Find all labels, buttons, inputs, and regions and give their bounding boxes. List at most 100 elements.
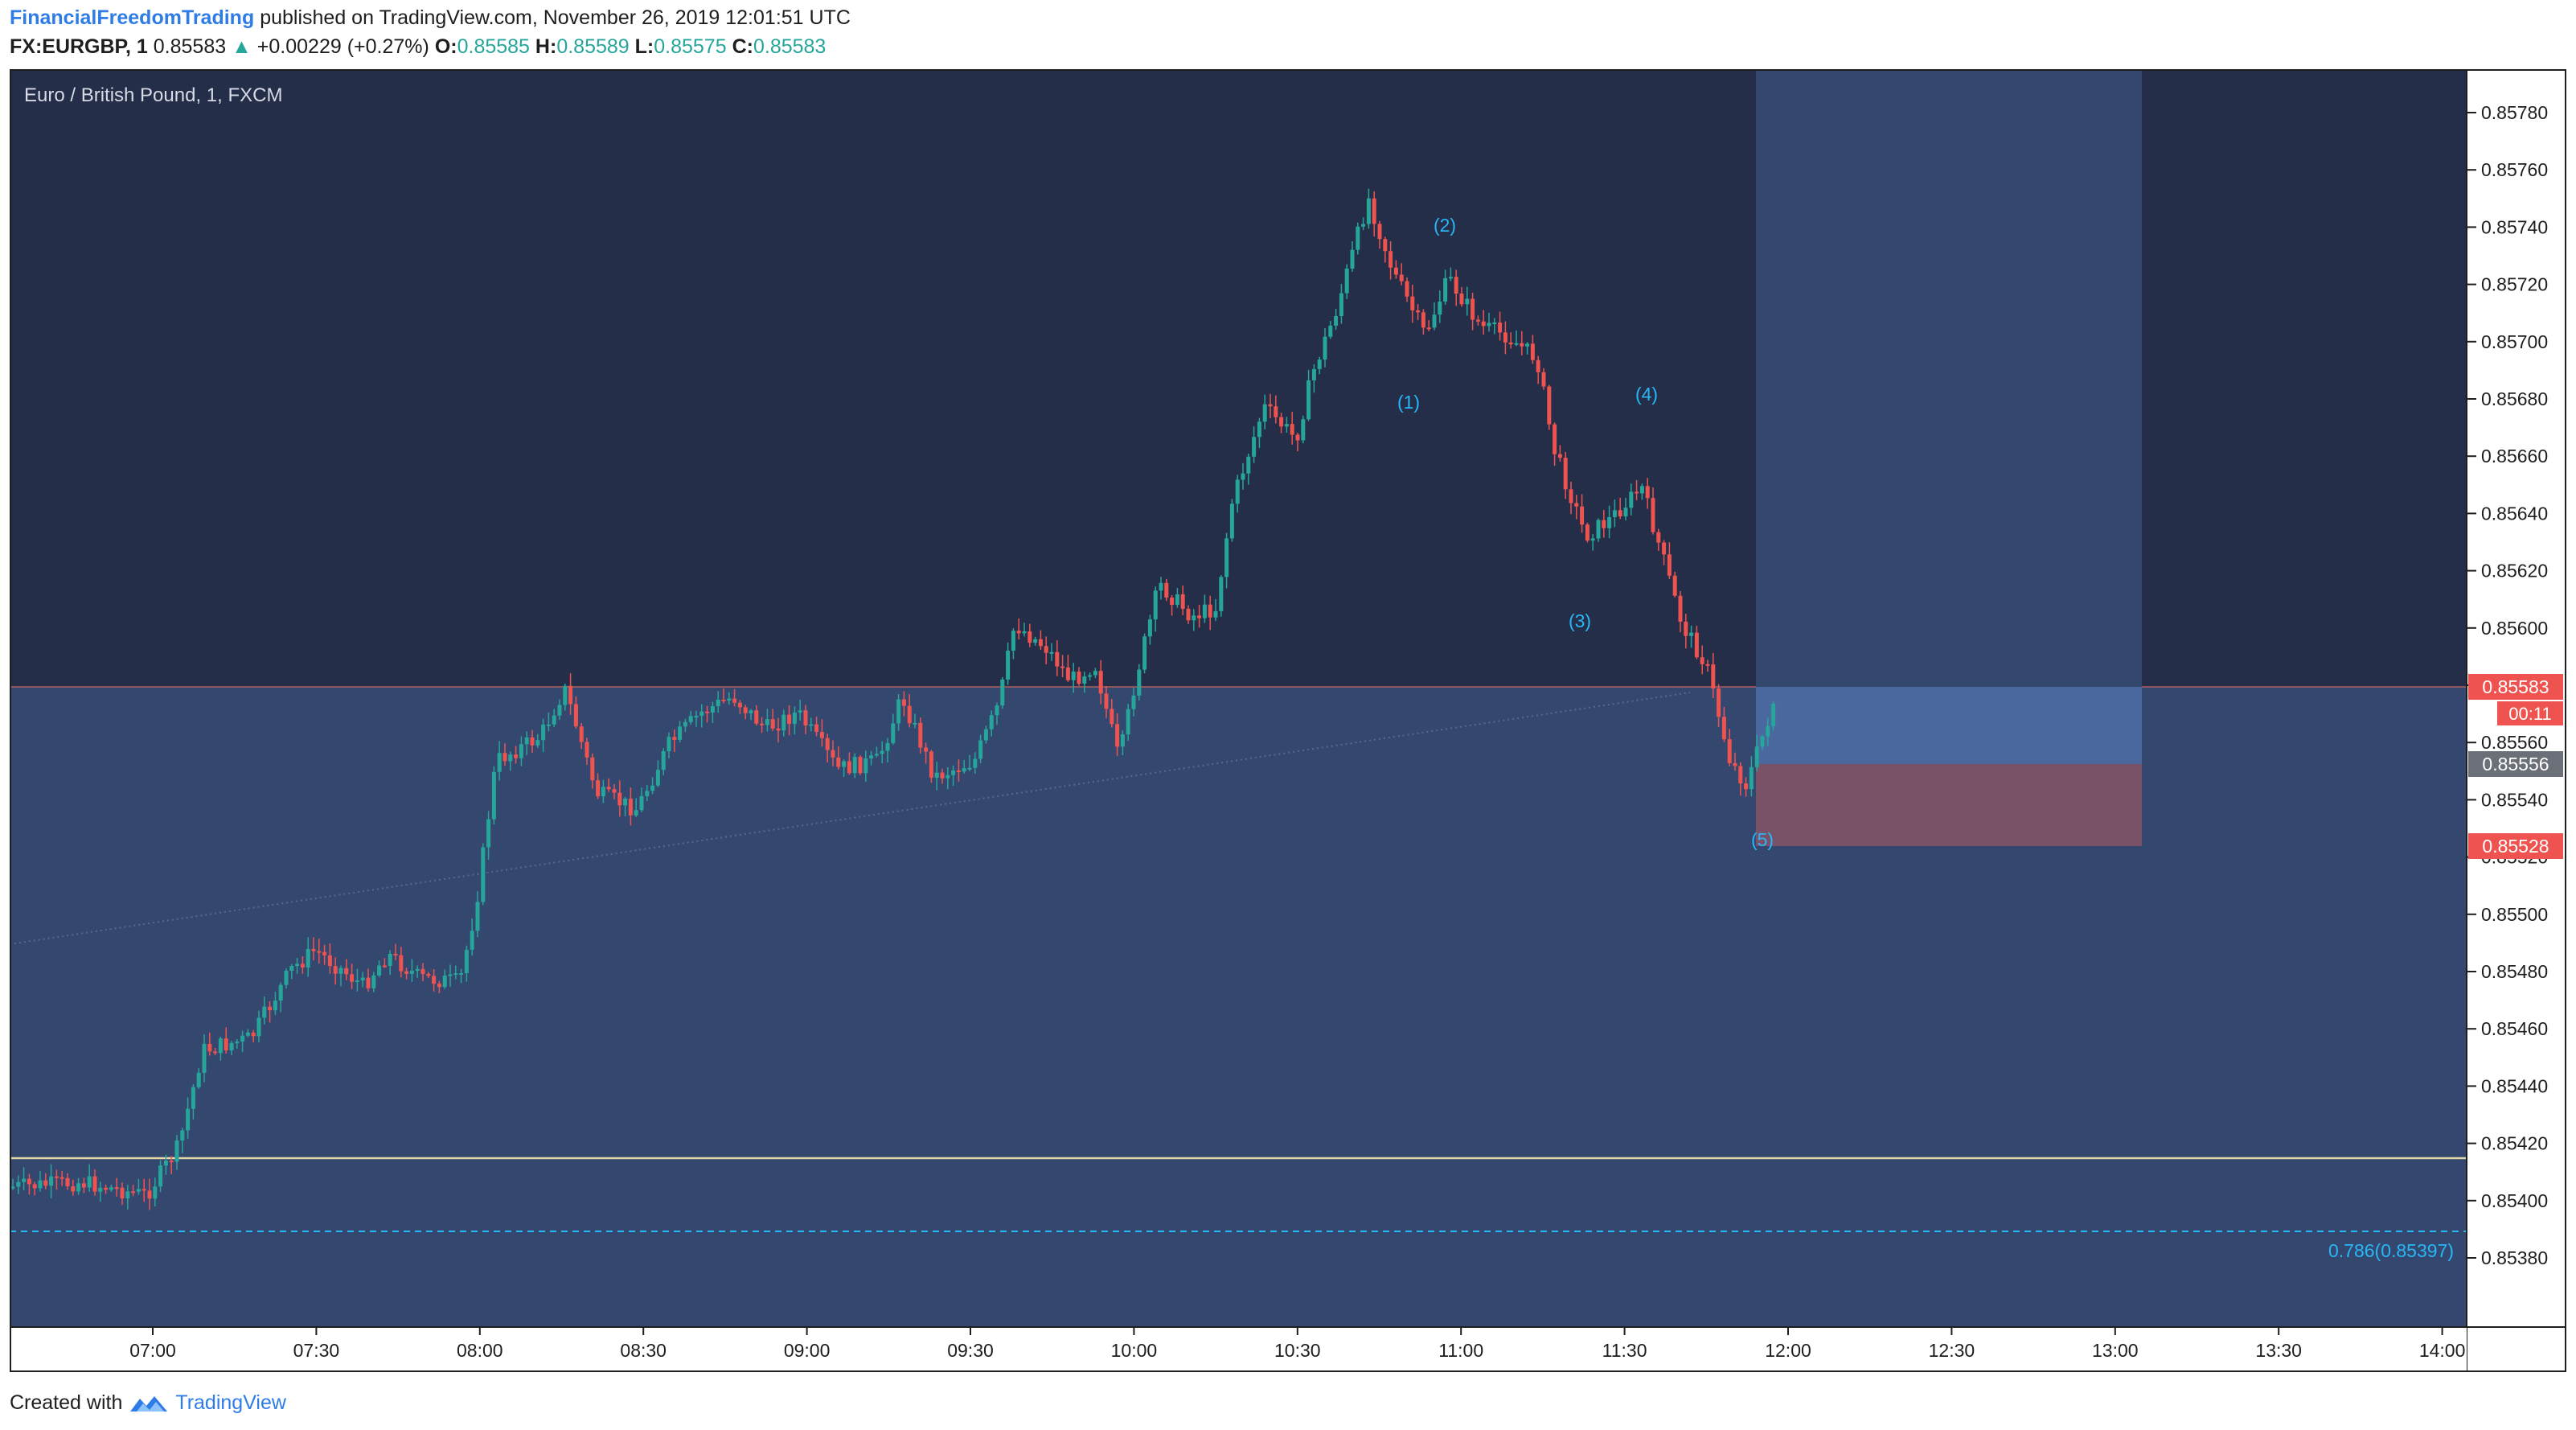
price-tick-label: 0.85640 [2481,503,2548,524]
candle-body [1229,503,1234,539]
candle-body [552,715,556,725]
candle-body [147,1190,152,1199]
candle-body [836,757,841,767]
candle-body [268,1006,273,1011]
candle-body [333,966,338,974]
candle-body [1393,267,1398,275]
time-tick-label: 12:00 [1765,1340,1811,1361]
candle-body [1208,604,1212,618]
candle-body [1727,739,1732,763]
candle-body [409,970,414,974]
candle-body [546,724,551,726]
candle-body [524,737,529,745]
chart-border [10,69,2566,1372]
time-tick-label: 12:30 [1929,1340,1975,1361]
candle-body [104,1187,109,1190]
candle-body [803,710,808,725]
tradingview-link[interactable]: TradingView [175,1391,286,1414]
candle-body [617,792,622,806]
chart-area[interactable]: 0.786(0.85397) Euro / British Pound, 1, … [10,69,2566,1372]
candle-body [743,707,748,713]
candle-body [420,968,425,974]
candle-body [1514,343,1519,345]
candle-body [1623,507,1628,517]
candle-body [1082,676,1087,684]
candle-body [1656,532,1661,543]
time-tick-label: 09:00 [784,1340,831,1361]
candle-body [306,948,310,968]
candle-body [956,770,961,772]
candle-body [1274,406,1278,417]
candle-body [1071,671,1076,680]
candle-body [295,964,300,967]
candle-body [1350,249,1355,269]
candle-body [1635,491,1639,494]
close-value: 0.85583 [753,35,827,58]
candle-body [1503,332,1507,343]
candle-body [1016,631,1021,634]
price-tick-label: 0.85480 [2481,961,2548,982]
candle-body [590,757,595,781]
candle-body [1175,594,1179,605]
candle-body [76,1183,81,1192]
time-tick-label: 07:30 [293,1340,340,1361]
candle-body [978,740,983,759]
candle-body [109,1187,113,1190]
candle-body [683,721,687,727]
symbol-name: FX:EURGBP, 1 [10,35,148,58]
price-tick-label: 0.85560 [2481,732,2548,753]
candle-body [415,968,420,971]
candle-body [1339,293,1343,316]
time-axis[interactable] [10,1327,2467,1372]
candle-body [585,742,589,758]
candle-body [940,772,945,779]
candle-body [1426,327,1431,330]
candle-body [322,951,327,955]
candle-body [891,723,896,743]
candle-body [623,798,628,806]
candle-body [573,704,578,727]
candle-body [327,955,332,967]
candle-body [934,772,939,778]
candle-body [377,965,382,976]
candle-body [1651,498,1655,532]
price-tick-label: 0.85700 [2481,331,2548,352]
candle-body [814,724,819,733]
countdown-badge-text: 00:11 [2508,704,2551,724]
candle-body [1224,538,1229,577]
candle-body [612,789,617,793]
candle-body [1262,404,1267,422]
candle-body [1065,667,1070,680]
candle-body [481,847,486,902]
candle-body [251,1032,256,1037]
candle-body [705,711,710,713]
candle-body [1088,675,1093,677]
candle-body [1596,520,1601,539]
price-tick-label: 0.85660 [2481,446,2548,466]
candle-body [1421,312,1425,328]
candle-body [634,810,638,816]
candle-body [1186,608,1191,621]
candle-body [1438,301,1442,315]
candle-body [688,716,693,722]
candle-body [1574,503,1579,507]
time-ticks: 07:00 07:30 08:00 08:30 09:00 09:30 10:00 10:30… [129,1327,2465,1361]
candle-body [825,738,830,750]
candle-body [1607,516,1612,528]
candle-body [262,1006,267,1018]
candle-body [207,1043,212,1052]
entry-badge [2468,751,2563,777]
author-link[interactable]: FinancialFreedomTrading [10,6,255,29]
candle-body [1492,323,1497,325]
candle-body [1093,671,1097,676]
high-value: 0.85589 [556,35,630,58]
time-tick-label: 08:00 [457,1340,503,1361]
candle-body [1147,619,1152,637]
candle-body [819,732,824,738]
candle-body [459,972,464,975]
candle-body [918,722,923,748]
candle-body [1104,693,1109,709]
candle-body [453,973,458,976]
tradingview-logo-icon[interactable] [129,1392,169,1415]
candle-body [770,719,775,729]
